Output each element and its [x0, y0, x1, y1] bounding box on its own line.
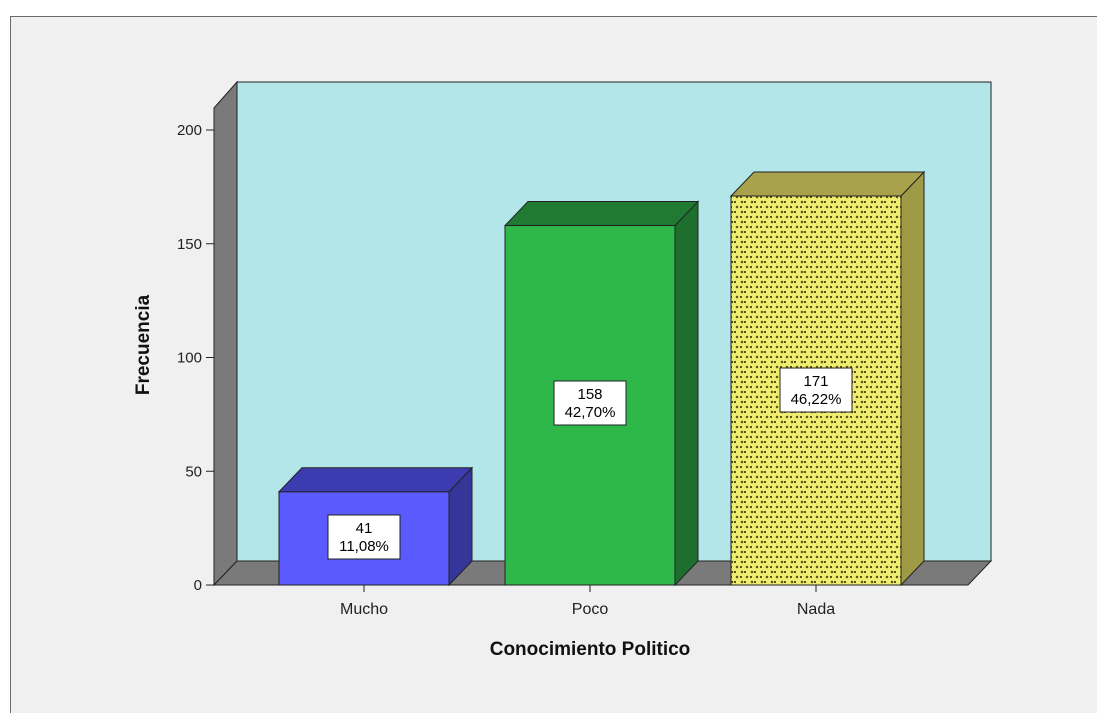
bar-poco-top [503, 201, 700, 227]
data-label-value: 171 [803, 373, 828, 390]
data-label-value: 41 [356, 520, 373, 537]
y-tick-label: 200 [177, 122, 202, 139]
x-tick-label: Mucho [340, 601, 388, 618]
bar-nada-side [900, 170, 925, 587]
data-label-box [553, 380, 627, 426]
y-tick-label: 0 [194, 577, 202, 594]
y-tick-label: 100 [177, 350, 202, 367]
y-tick-label: 150 [177, 236, 202, 253]
y-tick-label: 50 [185, 463, 202, 480]
data-label-box [327, 514, 401, 560]
data-label-box [779, 367, 853, 413]
bar-nada-top [729, 171, 926, 197]
x-tick-label: Poco [572, 601, 609, 618]
x-tick-label: Nada [797, 601, 835, 618]
data-label-percent: 42,70% [565, 404, 616, 421]
x-axis-title: Conocimiento Politico [490, 639, 691, 660]
left-wall [213, 80, 238, 587]
data-label-value: 158 [577, 386, 602, 403]
y-axis-title: Frecuencia [133, 294, 154, 395]
data-label-percent: 46,22% [791, 391, 842, 408]
bar-poco-side [674, 200, 699, 587]
bar-mucho-top [277, 467, 474, 493]
data-label-percent: 11,08% [339, 538, 389, 555]
